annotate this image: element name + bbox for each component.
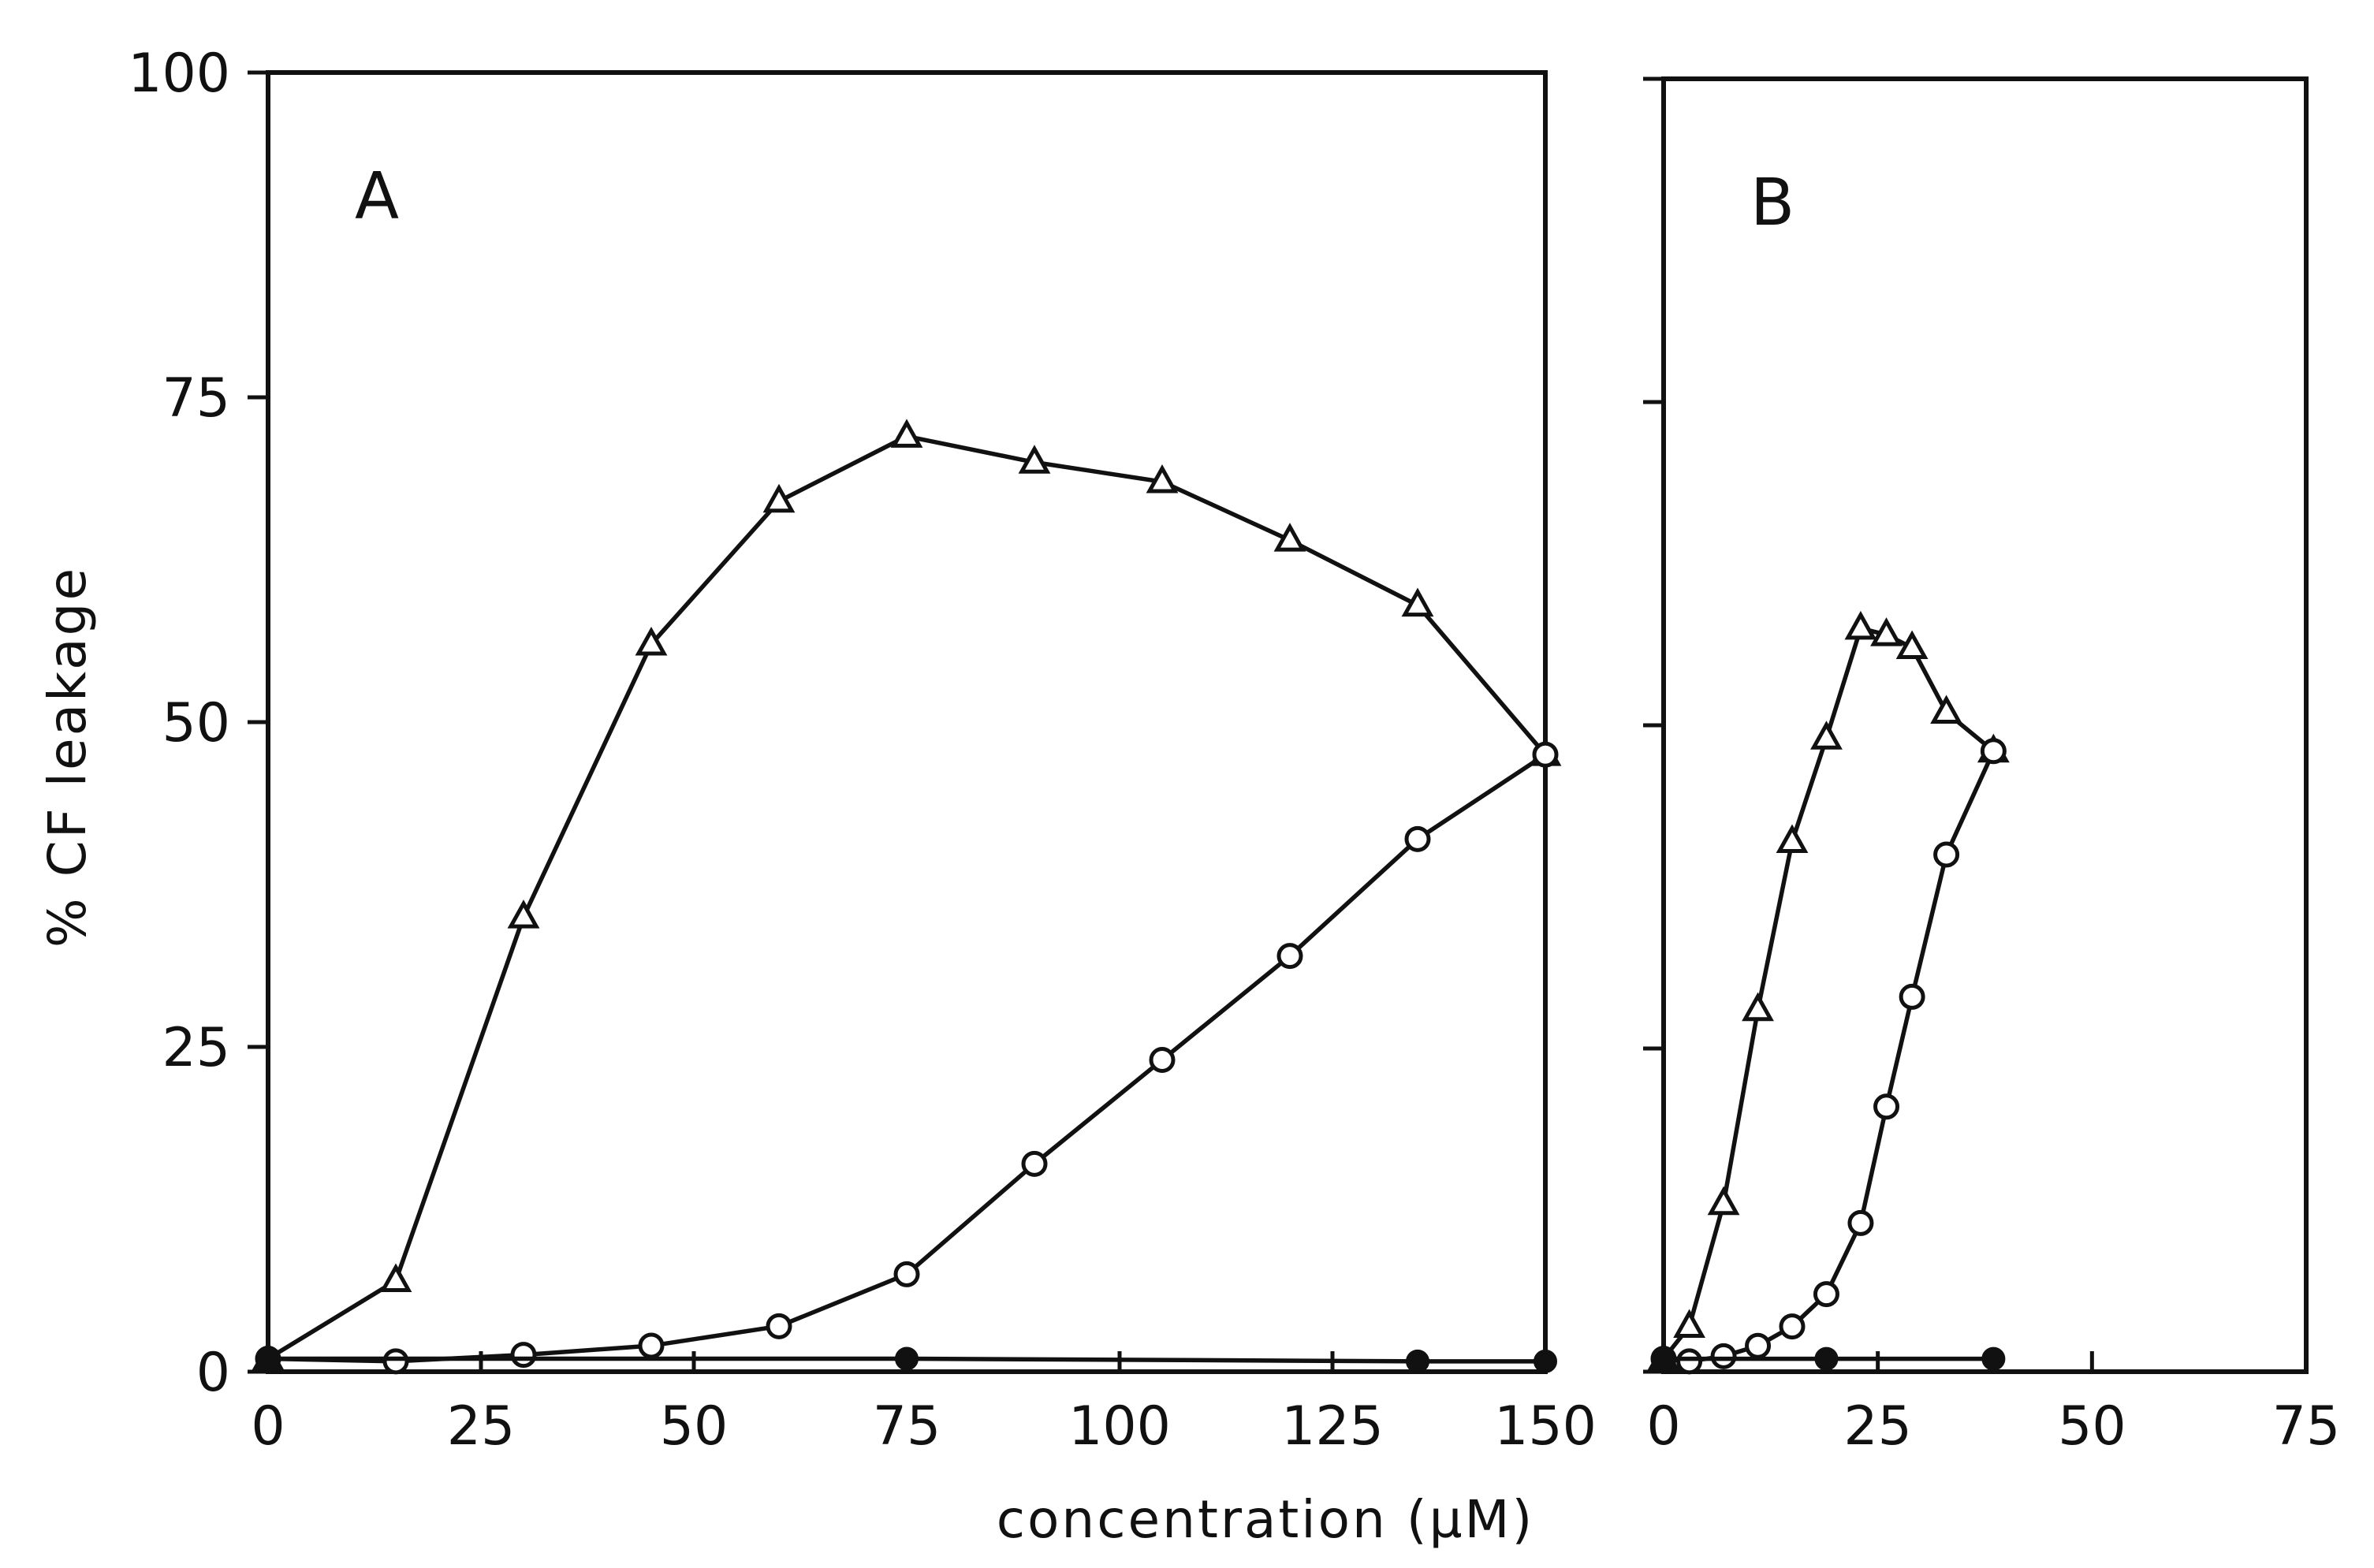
panel-b-series-0-point — [1895, 630, 1929, 659]
panel-a-series-1-point — [638, 1332, 665, 1359]
panel-b-series-1-point — [1980, 738, 2007, 765]
panel-b-series-0-point — [1930, 695, 1963, 724]
panel-b-label: B — [1750, 166, 1794, 240]
panel-b-series-1-point — [1813, 1281, 1839, 1308]
panel-a-x-tick-label: 100 — [1068, 1395, 1171, 1458]
panel-a-x-tick-label: 0 — [251, 1395, 285, 1458]
panel-a-x-tick-label: 25 — [447, 1395, 516, 1458]
panel-a-series-0-point — [635, 626, 668, 656]
y-axis-label: % CF leakage — [37, 566, 98, 948]
panel-b-series-1-point — [1779, 1313, 1806, 1340]
panel-a-y-tick-label: 25 — [162, 1017, 230, 1079]
panel-a-x-tick-label: 75 — [873, 1395, 941, 1458]
panel-b-series-0-point — [1673, 1309, 1706, 1338]
panel-a: 0 25 50 75 100 125 150 0 25 50 75 100 A — [128, 43, 1597, 1458]
panel-b-series-0-point — [1810, 721, 1843, 750]
panel-a-y-tick-label: 0 — [196, 1342, 230, 1404]
x-axis-label: concentration (µM) — [997, 1489, 1535, 1550]
panel-a-series-0-point — [1146, 464, 1179, 493]
panel-b-series-1-point — [1899, 983, 1925, 1010]
panel-a-series-0-point — [1018, 445, 1051, 474]
panel-a-series-1-point — [893, 1261, 920, 1287]
panel-a-series-2-point — [1406, 1349, 1429, 1373]
panel-a-series-0-point — [507, 899, 540, 929]
panel-a-series-1-point — [510, 1342, 537, 1369]
panel-a-y-tick-label: 75 — [162, 367, 230, 430]
panel-a-x-tick-label: 50 — [660, 1395, 729, 1458]
panel-b-series-0-point — [1776, 824, 1809, 853]
panel-b-series-2-point — [1981, 1346, 2006, 1371]
panel-b-series-0-point — [1742, 992, 1774, 1022]
panel-a-label: A — [355, 159, 399, 234]
panel-a-series-0-point — [1273, 523, 1306, 552]
panel-b-x-tick-label: 50 — [2058, 1395, 2126, 1458]
panel-a-series-1-point — [766, 1313, 792, 1339]
panel-a-x-tick-label: 150 — [1494, 1395, 1597, 1458]
panel-a-y-tick-label: 100 — [128, 43, 230, 105]
panel-a-x-tick-label: 125 — [1281, 1395, 1384, 1458]
panel-a-series-1-point — [1149, 1046, 1176, 1073]
panel-a-series-1-point — [382, 1348, 409, 1375]
panel-b-series-1-point — [1676, 1348, 1703, 1375]
panel-a-series-0-point — [379, 1263, 412, 1293]
panel-b-series-2-point — [1652, 1346, 1675, 1371]
panel-a-series-1-point — [1021, 1150, 1048, 1177]
panel-a-series-1-point — [1532, 741, 1559, 768]
panel-b-series-0-point — [1870, 617, 1903, 646]
panel-b-x-tick-label: 25 — [1843, 1395, 1912, 1458]
panel-b-series-1-point — [1710, 1343, 1737, 1369]
panel-b-series-0-point — [1844, 610, 1877, 640]
panel-a-series-0-point — [890, 419, 923, 448]
panel-a-y-tick-label: 50 — [162, 692, 230, 754]
panel-a-series-0-point — [1401, 587, 1434, 617]
panel-a-series-2-point — [256, 1346, 280, 1371]
panel-a-series-2-point — [1534, 1349, 1557, 1373]
panel-b-series-1-point — [1745, 1332, 1772, 1359]
panel-b-frame — [1661, 76, 2309, 1374]
panel-b-series-0-point — [1707, 1186, 1740, 1216]
panel-b-series-1-point — [1873, 1093, 1900, 1120]
panel-b: 0 25 50 75 B — [1643, 76, 2341, 1458]
panel-b-series-1-point — [1847, 1209, 1874, 1236]
panel-a-frame — [266, 70, 1548, 1374]
panel-b-series-1-point — [1933, 841, 1960, 868]
panel-a-series-2-point — [895, 1346, 919, 1371]
panel-b-series-2-point — [1814, 1346, 1839, 1371]
panel-a-series-1-point — [1404, 825, 1431, 852]
panel-b-x-tick-label: 0 — [1646, 1395, 1680, 1458]
panel-b-x-tick-label: 75 — [2272, 1395, 2341, 1458]
panel-a-series-1-point — [1276, 943, 1303, 970]
panel-a-series-0-point — [762, 483, 796, 513]
panel-a-series-2-line — [268, 1356, 1545, 1364]
